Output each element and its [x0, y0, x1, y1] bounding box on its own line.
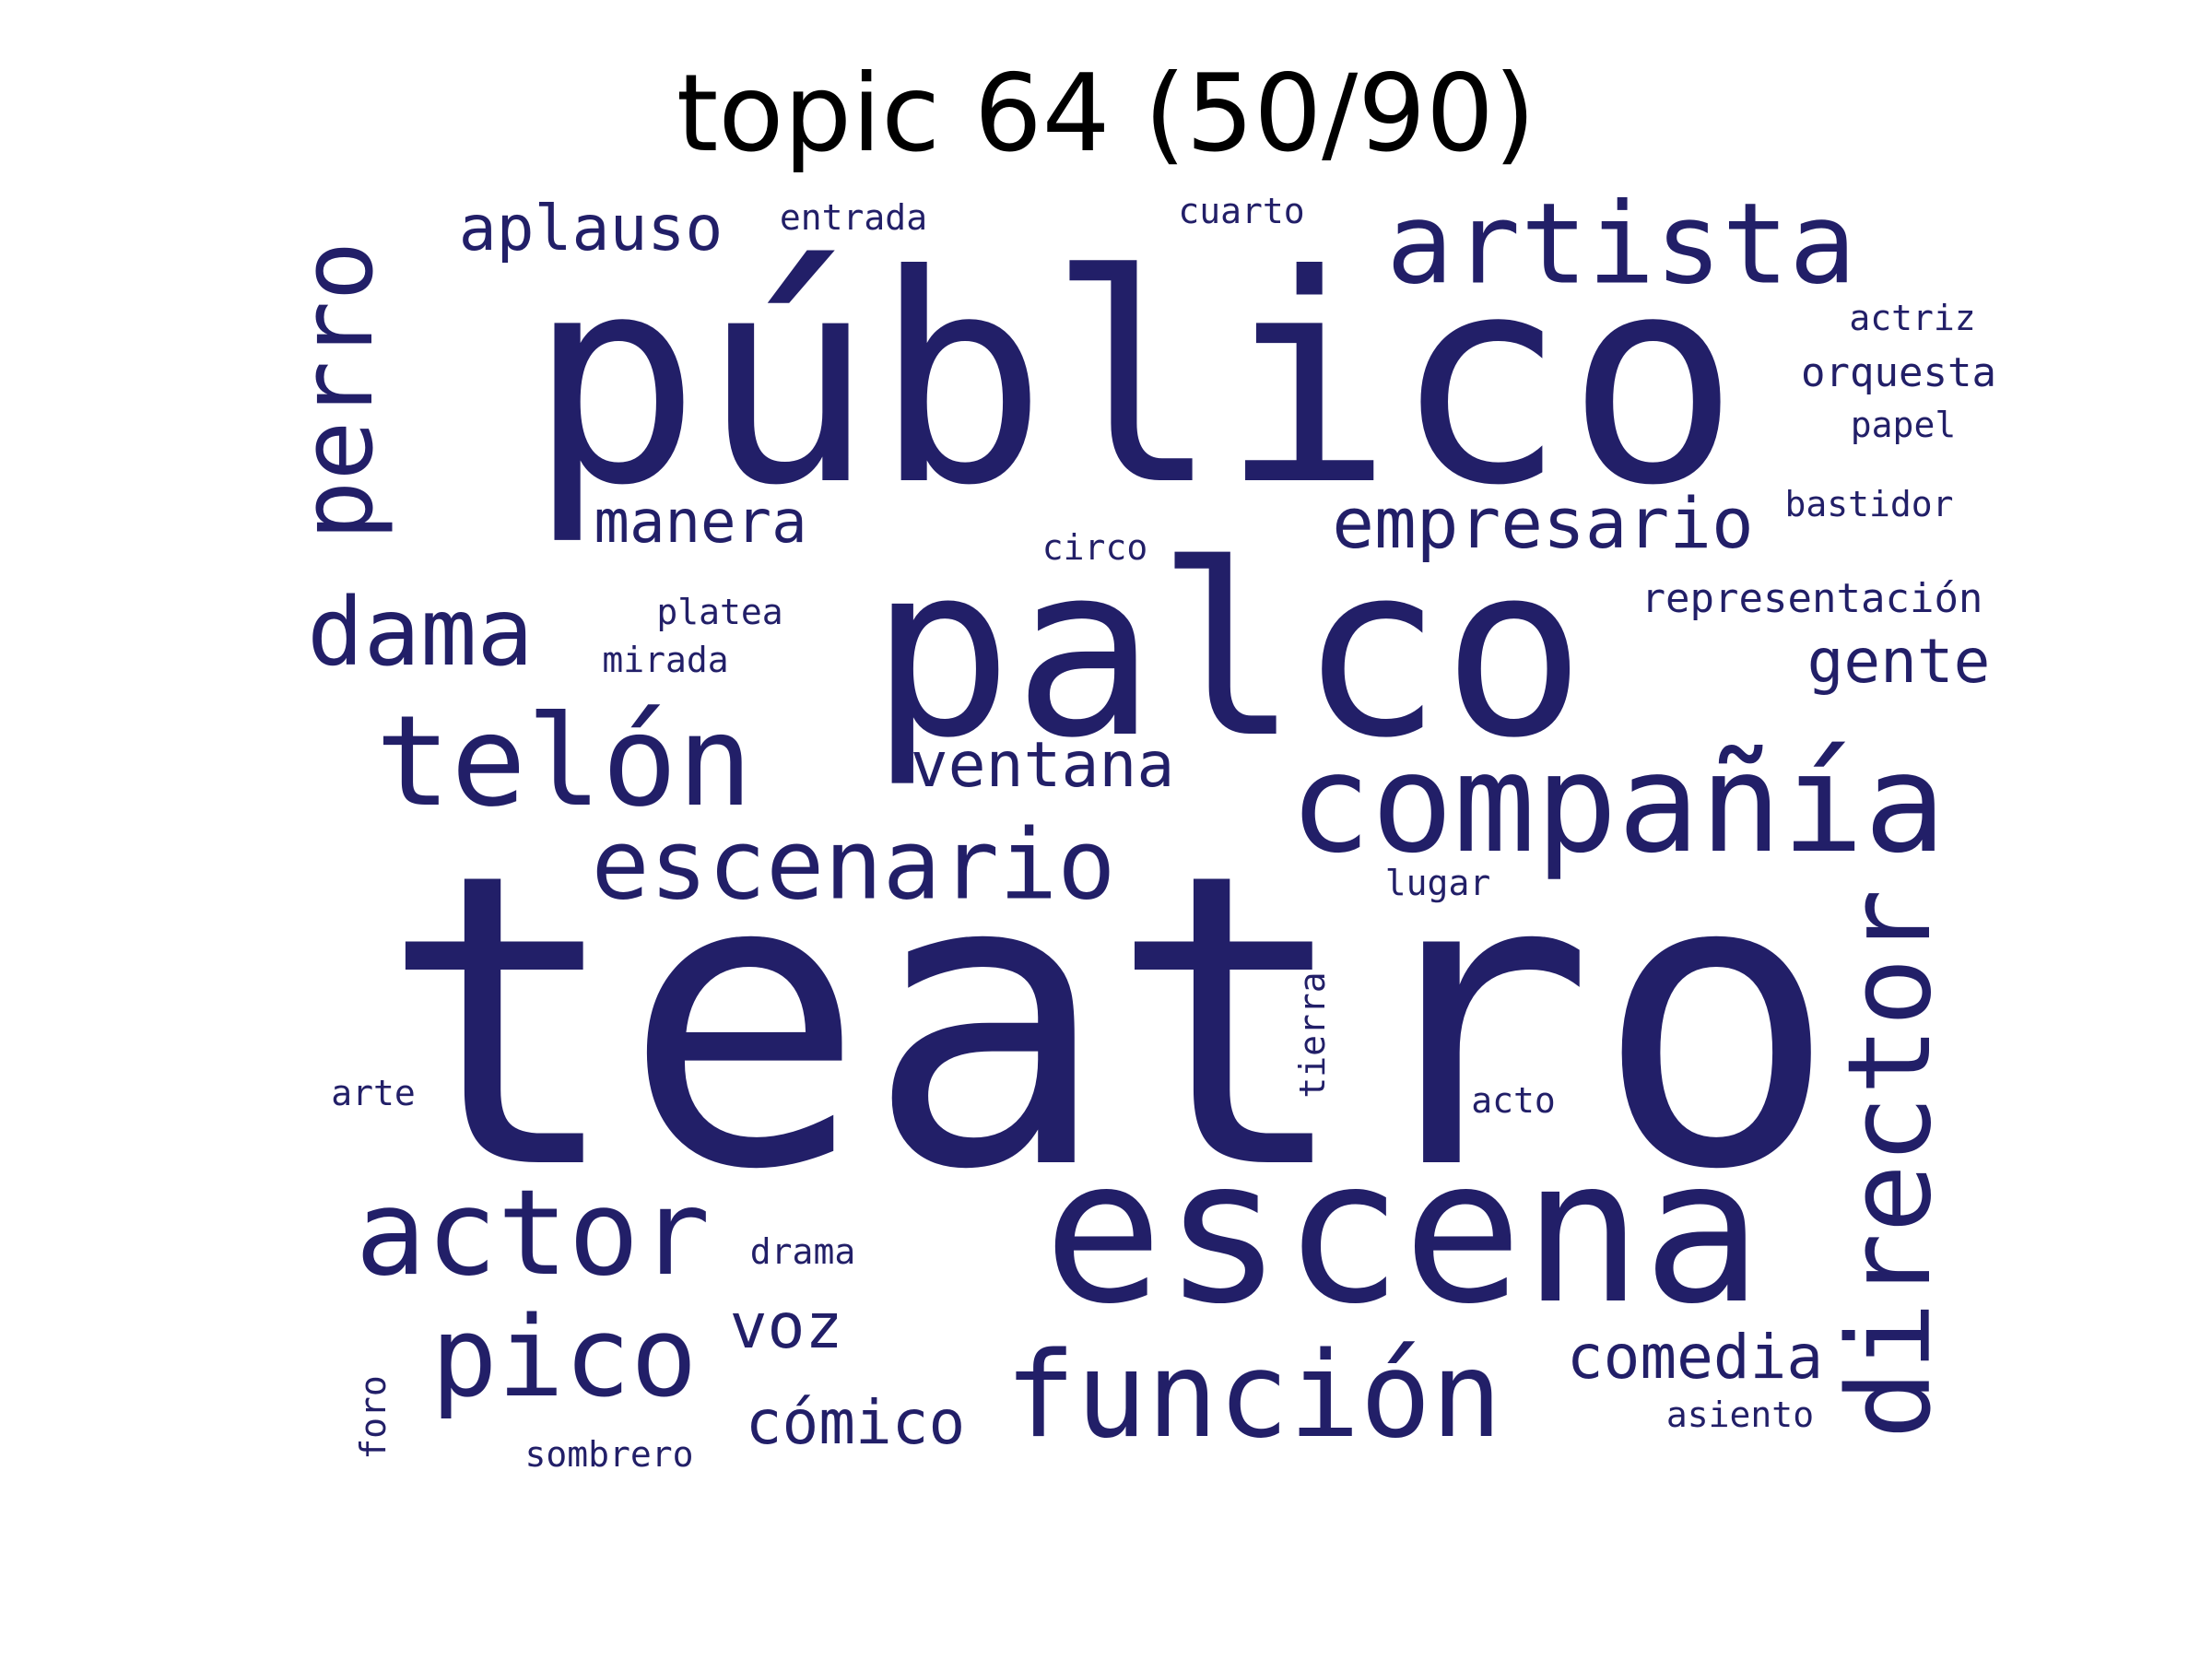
word-escenario: escenario: [591, 808, 1116, 922]
word-aplauso: aplauso: [458, 193, 724, 265]
word-papel: papel: [1850, 405, 1957, 445]
word-arte: arte: [331, 1073, 416, 1113]
word-perro: perro: [280, 241, 395, 541]
word-circo: circo: [1041, 527, 1148, 568]
word-cómico: cómico: [745, 1387, 966, 1458]
word-representación: representación: [1641, 575, 1983, 622]
word-ventana: ventana: [910, 729, 1175, 802]
word-voz: voz: [729, 1290, 843, 1363]
word-drama: drama: [749, 1231, 856, 1272]
word-teatro: teatro: [379, 788, 1839, 1258]
word-gente: gente: [1806, 626, 1991, 697]
word-compañía: compañía: [1288, 724, 1947, 883]
word-función: función: [1005, 1327, 1502, 1465]
word-artista: artista: [1386, 179, 1856, 310]
word-cuarto: cuarto: [1178, 191, 1305, 231]
word-mirada: mirada: [602, 640, 729, 680]
word-comedia: comedia: [1566, 1322, 1824, 1393]
word-escena: escena: [1042, 1116, 1763, 1347]
word-telón: telón: [375, 689, 753, 835]
word-público: público: [527, 213, 1740, 548]
word-sombrero: sombrero: [524, 1434, 694, 1475]
word-tierra: tierra: [1292, 971, 1333, 1099]
word-actriz: actriz: [1849, 298, 1976, 338]
word-asiento: asiento: [1665, 1394, 1815, 1435]
word-orquesta: orquesta: [1801, 349, 1996, 396]
word-dama: dama: [307, 578, 534, 688]
word-lugar: lugar: [1384, 863, 1491, 903]
word-director: director: [1824, 888, 1957, 1440]
word-entrada: entrada: [779, 197, 928, 238]
chart-title: topic 64 (50/90): [676, 52, 1536, 176]
word-actor: actor: [355, 1165, 711, 1302]
word-pico: pico: [430, 1294, 698, 1422]
word-manera: manera: [594, 488, 807, 557]
word-palco: palco: [869, 513, 1586, 790]
word-empresario: empresario: [1332, 482, 1754, 564]
word-foro: foro: [353, 1375, 394, 1460]
word-acto: acto: [1471, 1080, 1556, 1121]
word-platea: platea: [656, 592, 783, 632]
word-bastidor: bastidor: [1784, 484, 1954, 524]
